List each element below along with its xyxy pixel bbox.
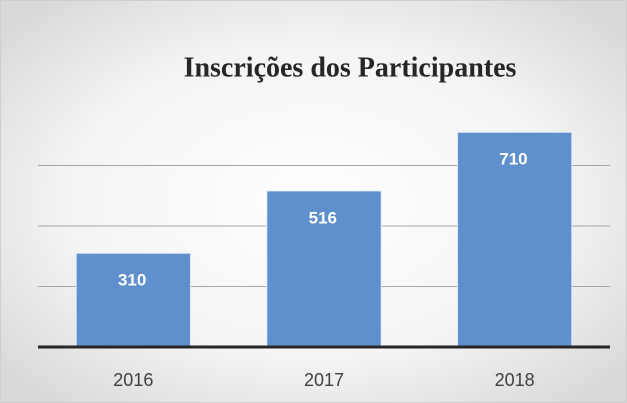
data-label: 516 xyxy=(309,208,337,227)
chart-title: Inscrições dos Participantes xyxy=(184,52,517,83)
data-label: 710 xyxy=(499,150,527,169)
x-tick-label: 2016 xyxy=(113,370,153,390)
data-label: 310 xyxy=(118,271,146,290)
x-tick-label: 2017 xyxy=(304,370,344,390)
bar xyxy=(75,252,192,348)
x-tick-label: 2018 xyxy=(495,370,535,390)
bar xyxy=(456,131,573,348)
